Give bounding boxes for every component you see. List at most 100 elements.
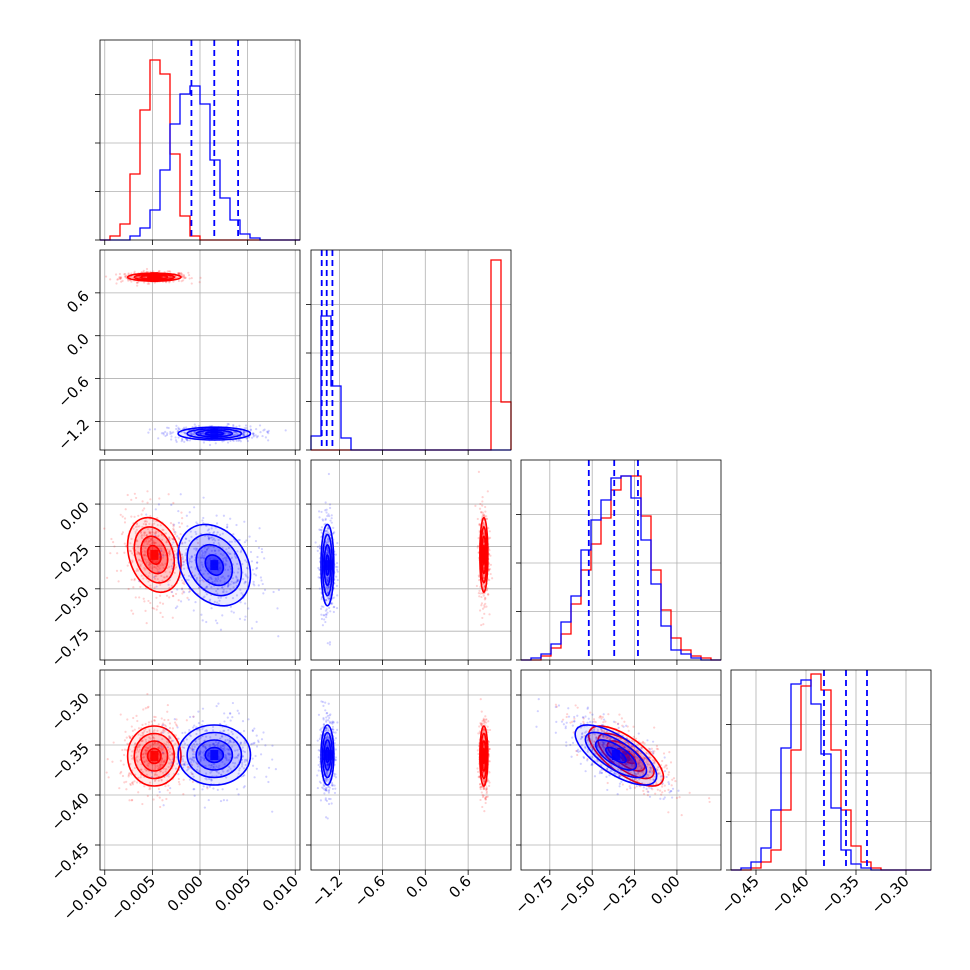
scatter-point (156, 764, 159, 768)
scatter-point (489, 563, 492, 566)
scatter-point (172, 525, 175, 528)
scatter-point (324, 709, 327, 712)
scatter-point (325, 716, 328, 719)
scatter-point (149, 539, 152, 543)
scatter-point (636, 756, 639, 760)
scatter-point (249, 550, 253, 554)
scatter-point (267, 429, 270, 432)
scatter-point (661, 759, 664, 763)
scatter-point (478, 523, 481, 527)
scatter-point (481, 805, 484, 809)
scatter-point (244, 424, 248, 427)
scatter-point (120, 770, 123, 774)
scatter-point (267, 780, 270, 784)
scatter-point (155, 531, 158, 534)
scatter-point (263, 557, 266, 560)
scatter-point (152, 539, 155, 542)
scatter-point (325, 744, 329, 747)
scatter-point (159, 601, 162, 604)
scatter-point (222, 729, 225, 732)
scatter-point (151, 736, 154, 739)
scatter-point (179, 576, 182, 579)
scatter-point (479, 798, 482, 802)
scatter-point (481, 723, 484, 727)
scatter-point (180, 763, 184, 766)
scatter-point (194, 530, 197, 534)
scatter-point (479, 722, 482, 725)
scatter-point (260, 551, 264, 554)
scatter-point (206, 578, 210, 582)
scatter-point (484, 798, 487, 801)
scatter-point (223, 577, 226, 580)
scatter-point (651, 788, 654, 791)
scatter-point (181, 581, 184, 585)
scatter-point (168, 536, 171, 540)
scatter-point (197, 722, 201, 725)
scatter-point (325, 508, 328, 511)
scatter-point (154, 534, 157, 537)
scatter-point (204, 569, 207, 572)
scatter-point (277, 635, 280, 638)
scatter-point (325, 578, 329, 581)
scatter-point (156, 729, 159, 732)
scatter-point (230, 540, 233, 543)
scatter-point (239, 741, 243, 744)
scatter-point (123, 273, 126, 276)
scatter-point (243, 758, 247, 762)
scatter-point (245, 574, 248, 578)
scatter-point (254, 539, 258, 543)
scatter-point (326, 527, 329, 530)
scatter-point (478, 730, 481, 733)
scatter-point (156, 535, 160, 538)
scatter-point (165, 728, 168, 731)
scatter-point (152, 519, 155, 522)
scatter-point (166, 548, 169, 551)
scatter-point (324, 798, 327, 801)
scatter-point (192, 715, 195, 718)
scatter-point (330, 721, 333, 724)
scatter-point (586, 739, 589, 742)
scatter-point (139, 776, 142, 779)
scatter-point (130, 272, 133, 275)
scatter-point (204, 747, 208, 750)
scatter-point (325, 788, 328, 791)
scatter-point (480, 604, 483, 607)
scatter-point (174, 767, 178, 770)
scatter-point (328, 729, 331, 732)
scatter-point (325, 777, 328, 780)
scatter-point (208, 576, 211, 579)
scatter-point (249, 428, 252, 431)
scatter-point (197, 424, 201, 428)
scatter-point (180, 437, 184, 441)
scatter-point (316, 545, 319, 549)
scatter-point (326, 735, 329, 738)
scatter-point (138, 552, 141, 556)
scatter-point (326, 548, 329, 551)
scatter-point (153, 741, 156, 744)
scatter-point (327, 719, 330, 722)
scatter-point (481, 722, 484, 725)
scatter-point (225, 556, 229, 559)
scatter-point (189, 761, 193, 764)
scatter-point (165, 574, 169, 578)
scatter-point (167, 538, 170, 541)
scatter-point (158, 796, 161, 799)
scatter-point (326, 817, 329, 820)
scatter-point (162, 760, 166, 763)
scatter-point (184, 731, 187, 734)
scatter-point (566, 713, 569, 716)
scatter-point (573, 717, 576, 720)
scatter-point (160, 748, 163, 751)
scatter-point (172, 595, 175, 598)
scatter-point (475, 584, 478, 588)
scatter-point (324, 613, 328, 616)
scatter-point (170, 761, 173, 764)
scatter-point (232, 586, 235, 589)
scatter-point (257, 740, 260, 744)
scatter-point (228, 741, 231, 744)
histogram-blue (310, 315, 511, 451)
scatter-point (142, 752, 146, 755)
scatter-point (120, 276, 123, 279)
scatter-point (261, 582, 264, 586)
scatter-point (482, 577, 486, 580)
